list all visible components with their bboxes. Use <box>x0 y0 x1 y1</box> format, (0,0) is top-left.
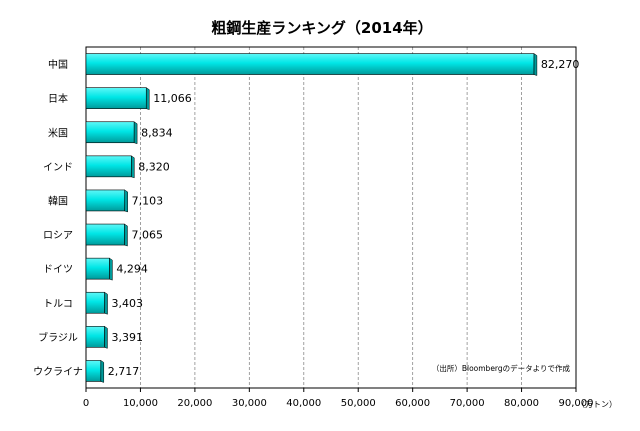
x-tick-label: 20,000 <box>177 398 212 409</box>
category-label: 中国 <box>48 58 68 71</box>
bars: 82,270 11,066 8,834 8,320 7,103 7,065 4,294 3,4… <box>85 53 580 383</box>
bar-depth <box>109 257 113 281</box>
category-label: トルコ <box>43 299 73 310</box>
bar-depth <box>133 121 138 145</box>
x-tick-label: 10,000 <box>123 398 158 409</box>
category-label: 日本 <box>48 92 68 105</box>
category-label: ウクライナ <box>33 366 83 378</box>
bar <box>85 189 125 212</box>
bar-depth <box>104 325 108 349</box>
bar <box>85 53 535 75</box>
x-tick-label: 90,000 <box>559 398 594 409</box>
bar-depth <box>124 223 128 247</box>
bar-depth <box>131 155 135 179</box>
x-tick-label: 70,000 <box>450 398 485 409</box>
bar-depth <box>145 87 150 110</box>
x-tick-label: 60,000 <box>395 398 430 409</box>
source-note: （出所）Bloombergのデータよりで作成 <box>432 363 571 373</box>
bar-value-label: 3,391 <box>111 331 143 344</box>
bar <box>85 121 135 144</box>
x-tick-label: 50,000 <box>341 398 376 409</box>
bar-value-label: 8,834 <box>141 126 173 139</box>
bar <box>85 326 105 348</box>
x-tick-label: 40,000 <box>286 398 321 409</box>
bar <box>85 360 102 382</box>
bar <box>85 257 110 280</box>
bar-depth <box>533 53 538 76</box>
bar-depth <box>104 291 108 315</box>
bar-value-label: 3,403 <box>112 297 143 310</box>
plot-frame <box>85 46 577 389</box>
bar <box>85 87 147 109</box>
x-tick-label: 80,000 <box>504 398 539 409</box>
bar-depth <box>100 359 105 383</box>
bar <box>85 223 125 246</box>
x-tick-label: 30,000 <box>232 398 267 409</box>
bar <box>85 155 132 178</box>
bar-value-label: 4,294 <box>116 263 148 276</box>
bar-value-label: 2,717 <box>108 365 140 378</box>
category-label: 米国 <box>48 126 68 139</box>
category-label: ドイツ <box>43 265 73 276</box>
bar-depth <box>124 189 128 213</box>
bar <box>85 291 105 314</box>
category-label: インド <box>43 162 73 173</box>
category-label: 韓国 <box>48 195 68 207</box>
bar-value-label: 11,066 <box>153 92 192 105</box>
x-tick-label: 0 <box>83 398 89 409</box>
x-axis-unit-label: （万トン） <box>577 400 617 409</box>
category-label: ロシア <box>43 231 73 242</box>
chart-title: 粗鋼生産ランキング（2014年） <box>211 19 432 37</box>
category-label: ブラジル <box>38 331 78 344</box>
bar-value-label: 7,065 <box>131 229 163 242</box>
bar-value-label: 82,270 <box>541 58 580 71</box>
x-tick-labels: 0 10,000 20,000 30,000 40,000 50,000 60,000 70,… <box>83 398 594 409</box>
bar-value-label: 7,103 <box>132 194 164 207</box>
bar-value-label: 8,320 <box>138 160 170 173</box>
